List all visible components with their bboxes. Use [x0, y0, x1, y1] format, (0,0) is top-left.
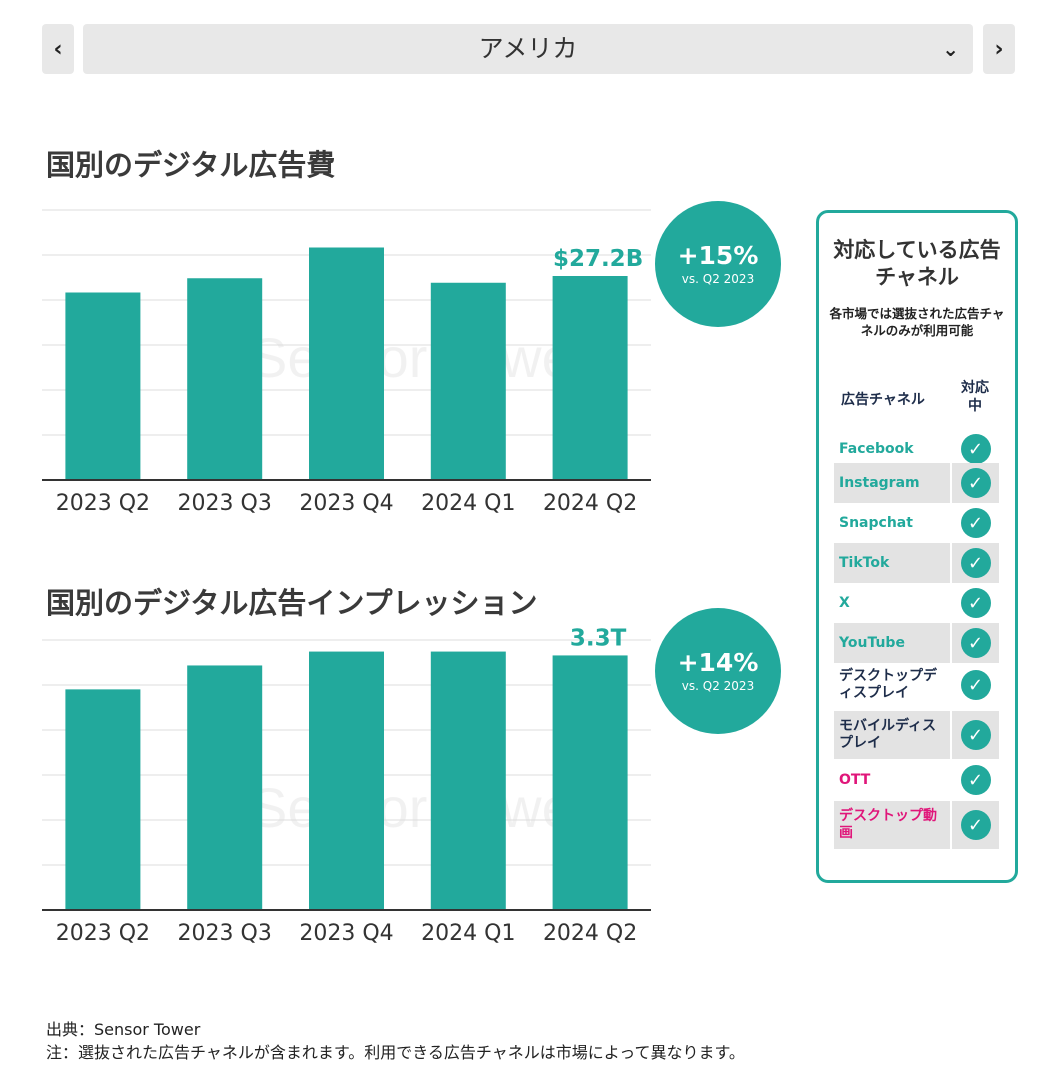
column-header-channel: 広告チャネル	[841, 392, 925, 408]
channel-row: Instagram ✓	[834, 463, 999, 503]
channel-name: OTT	[839, 771, 871, 788]
x-tick-label: 2024 Q1	[421, 921, 515, 946]
channel-name: Snapchat	[839, 514, 913, 531]
channel-supported-cell: ✓	[952, 761, 999, 799]
bar-2023-q2	[65, 689, 141, 910]
ad-spend-change-badge: +15% vs. Q2 2023	[655, 201, 781, 327]
ad-spend-change-pct: +15%	[677, 241, 759, 270]
channel-supported-cell: ✓	[952, 583, 999, 623]
panel-title: 対応している広告チャネル	[833, 238, 1001, 289]
channel-row: デスクトップディスプレイ ✓	[834, 661, 999, 709]
x-tick-label: 2023 Q3	[178, 491, 272, 516]
source-note: 出典：Sensor Tower	[46, 1020, 201, 1039]
channel-supported-cell: ✓	[952, 661, 999, 709]
channel-supported-cell: ✓	[952, 503, 999, 543]
check-circle-icon: ✓	[960, 720, 991, 750]
bar-2024-q2	[552, 655, 628, 910]
ad-spend-chart: 2023 Q2 2023 Q3 2023 Q4 2024 Q1 2024 Q2 $27.2…	[42, 209, 651, 516]
channel-supported-cell: ✓	[952, 623, 999, 663]
channel-row: モバイルディスプレイ ✓	[834, 711, 999, 759]
ad-spend-chart-title: 国別のデジタル広告費	[46, 148, 336, 182]
check-circle-icon: ✓	[960, 765, 991, 795]
check-circle-icon: ✓	[960, 508, 991, 538]
bar-2024-q2	[552, 276, 628, 480]
channel-name: YouTube	[834, 623, 950, 663]
check-circle-icon: ✓	[960, 588, 991, 618]
x-tick-label: 2023 Q4	[299, 491, 393, 516]
check-circle-icon: ✓	[960, 810, 991, 840]
channel-row: X ✓	[834, 583, 999, 623]
x-tick-label: 2023 Q2	[56, 921, 150, 946]
x-tick-label: 2023 Q3	[178, 921, 272, 946]
channel-name: X	[839, 594, 850, 611]
channel-supported-cell: ✓	[952, 711, 999, 759]
prev-market-button[interactable]: ‹	[42, 24, 74, 74]
x-tick-label: 2023 Q4	[299, 921, 393, 946]
x-tick-label: 2024 Q2	[543, 921, 637, 946]
ad-impressions-change-vs: vs. Q2 2023	[681, 679, 755, 693]
channel-supported-cell: ✓	[952, 801, 999, 849]
channel-row: OTT ✓	[834, 761, 999, 799]
highlight-value-label: 3.3T	[570, 625, 627, 651]
channel-supported-cell: ✓	[952, 543, 999, 583]
check-circle-icon: ✓	[960, 628, 991, 658]
channel-name: デスクトップディスプレイ	[839, 668, 937, 701]
market-selector-value: アメリカ	[478, 34, 578, 63]
bar-2023-q3	[187, 665, 263, 910]
ad-spend-change-vs: vs. Q2 2023	[681, 272, 755, 286]
channel-row: YouTube ✓	[834, 623, 999, 663]
ad-impressions-change-pct: +14%	[677, 648, 759, 677]
bar-2024-q1	[430, 651, 506, 910]
next-market-button[interactable]: ›	[983, 24, 1015, 74]
bar-2023-q2	[65, 292, 141, 480]
column-header-supported: 対応中	[961, 380, 989, 414]
x-tick-label: 2024 Q2	[543, 491, 637, 516]
x-tick-label: 2024 Q1	[421, 491, 515, 516]
check-circle-icon: ✓	[960, 670, 991, 700]
channel-name: デスクトップ動画	[834, 801, 950, 849]
channel-name: Instagram	[834, 463, 950, 503]
chevron-right-icon: ›	[994, 36, 1004, 62]
watermark: Sensor Tower	[250, 776, 592, 839]
channel-name: Facebook	[839, 440, 914, 457]
bar-2023-q4	[309, 651, 384, 910]
channel-supported-cell: ✓	[952, 463, 999, 503]
bar-2023-q4	[309, 247, 384, 480]
chevron-left-icon: ‹	[53, 36, 63, 62]
ad-impressions-chart-title: 国別のデジタル広告インプレッション	[46, 586, 538, 620]
check-circle-icon: ✓	[960, 468, 991, 498]
bar-2024-q1	[430, 282, 506, 480]
channel-row: Facebook ✓	[834, 431, 999, 467]
highlight-value-label: $27.2B	[553, 246, 643, 272]
channel-name: モバイルディスプレイ	[834, 711, 950, 759]
ad-impressions-change-badge: +14% vs. Q2 2023	[655, 608, 781, 734]
supported-channels-panel: 対応している広告チャネル 各市場では選抜された広告チャネルのみが利用可能 広告チ…	[816, 210, 1018, 883]
ad-impressions-chart: 2023 Q2 2023 Q3 2023 Q4 2024 Q1 2024 Q2 3.3T	[42, 625, 651, 946]
market-selector[interactable]: アメリカ ⌄	[83, 24, 973, 74]
x-tick-label: 2023 Q2	[56, 491, 150, 516]
channel-row: Snapchat ✓	[834, 503, 999, 543]
channel-supported-cell: ✓	[952, 431, 999, 467]
channel-row: デスクトップ動画 ✓	[834, 801, 999, 849]
footnote: 注：選抜された広告チャネルが含まれます。利用できる広告チャネルは市場によって異な…	[46, 1043, 745, 1062]
check-circle-icon: ✓	[960, 434, 991, 464]
panel-subtitle: 各市場では選抜された広告チャネルのみが利用可能	[829, 306, 1005, 338]
bar-2023-q3	[187, 278, 263, 480]
channel-name: TikTok	[834, 543, 950, 583]
chevron-down-icon: ⌄	[942, 37, 959, 61]
watermark: Sensor Tower	[250, 326, 592, 389]
channel-row: TikTok ✓	[834, 543, 999, 583]
check-circle-icon: ✓	[960, 548, 991, 578]
